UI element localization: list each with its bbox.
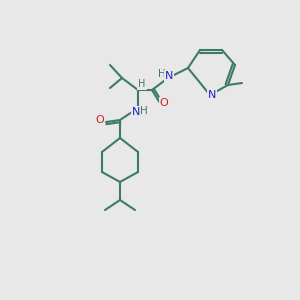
Text: H: H — [140, 106, 148, 116]
Text: H: H — [138, 79, 146, 89]
Text: O: O — [96, 115, 104, 125]
Text: N: N — [208, 90, 216, 100]
Text: N: N — [132, 107, 140, 117]
Text: O: O — [160, 98, 168, 108]
Text: H: H — [158, 69, 166, 79]
Text: N: N — [165, 71, 173, 81]
